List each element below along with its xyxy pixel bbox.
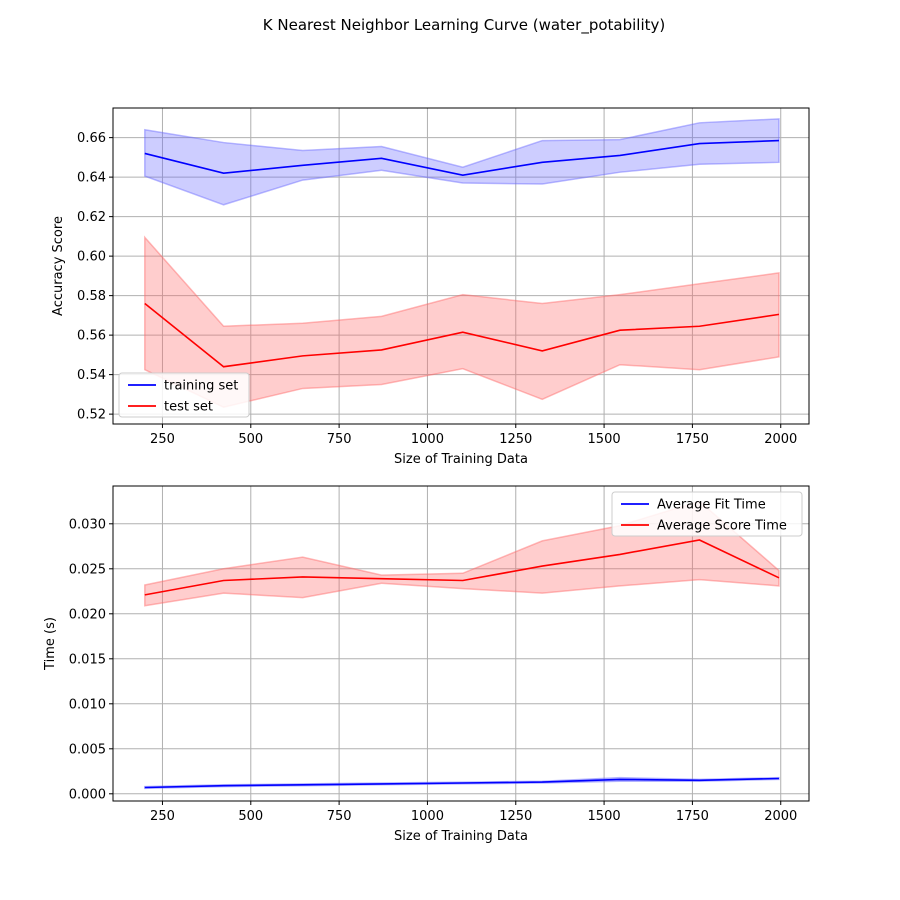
series-line-1 bbox=[144, 302, 780, 368]
y-tick-label: 0.66 bbox=[77, 131, 106, 146]
x-tick-label: 750 bbox=[327, 809, 352, 824]
confidence-band-0 bbox=[144, 118, 780, 206]
axes-frame bbox=[112, 485, 810, 802]
y-tick-label: 0.020 bbox=[69, 607, 106, 622]
legend-label: test set bbox=[164, 400, 213, 415]
y-tick-label: 0.64 bbox=[77, 171, 106, 186]
x-tick-label: 250 bbox=[150, 432, 175, 447]
y-tick-label: 0.52 bbox=[77, 408, 106, 423]
y-tick-label: 0.56 bbox=[77, 329, 106, 344]
x-tick-label: 1750 bbox=[676, 809, 709, 824]
x-tick-label: 2000 bbox=[764, 432, 797, 447]
confidence-band-1 bbox=[144, 235, 780, 409]
x-tick-label: 250 bbox=[150, 809, 175, 824]
x-axis-label: Size of Training Data bbox=[394, 829, 528, 844]
figure-title: K Nearest Neighbor Learning Curve (water… bbox=[263, 16, 665, 35]
y-axis-label: Accuracy Score bbox=[51, 216, 66, 316]
x-tick-label: 1250 bbox=[499, 432, 532, 447]
legend-label: training set bbox=[164, 379, 238, 394]
y-tick-label: 0.54 bbox=[77, 368, 106, 383]
x-tick-label: 1000 bbox=[411, 809, 444, 824]
x-tick-label: 1000 bbox=[411, 432, 444, 447]
legend-frame bbox=[611, 491, 803, 537]
legend: Average Fit Time Average Score Time bbox=[611, 491, 803, 537]
x-tick-label: 1750 bbox=[676, 432, 709, 447]
legend-label: Average Score Time bbox=[657, 519, 787, 534]
y-tick-label: 0.62 bbox=[77, 210, 106, 225]
x-tick-label: 1500 bbox=[588, 809, 621, 824]
y-tick-label: 0.60 bbox=[77, 250, 106, 265]
y-tick-label: 0.000 bbox=[69, 787, 106, 802]
y-tick-label: 0.030 bbox=[69, 517, 106, 532]
x-tick-label: 1250 bbox=[499, 809, 532, 824]
y-tick-label: 0.015 bbox=[69, 652, 106, 667]
x-tick-label: 750 bbox=[327, 432, 352, 447]
time-plot: 250 500 750 1000 1250 1500 1750 2000 0.000 0.005 0… bbox=[43, 485, 810, 844]
y-axis-label: Time (s) bbox=[43, 617, 58, 671]
y-tick-label: 0.58 bbox=[77, 289, 106, 304]
x-tick-label: 2000 bbox=[764, 809, 797, 824]
x-tick-label: 500 bbox=[238, 432, 263, 447]
legend: training set test set bbox=[118, 372, 250, 418]
axes-frame bbox=[112, 107, 810, 425]
x-axis-label: Size of Training Data bbox=[394, 452, 528, 467]
legend-label: Average Fit Time bbox=[657, 498, 766, 513]
y-tick-label: 0.025 bbox=[69, 562, 106, 577]
y-tick-label: 0.010 bbox=[69, 697, 106, 712]
x-tick-label: 500 bbox=[238, 809, 263, 824]
series-line-1 bbox=[144, 539, 780, 596]
x-tick-label: 1500 bbox=[588, 432, 621, 447]
y-tick-label: 0.005 bbox=[69, 742, 106, 757]
series-line-0 bbox=[144, 777, 779, 789]
accuracy-plot: 250 500 750 1000 1250 1500 1750 2000 0.52 0.54 0.5… bbox=[51, 107, 810, 467]
series-line-0 bbox=[144, 139, 779, 176]
